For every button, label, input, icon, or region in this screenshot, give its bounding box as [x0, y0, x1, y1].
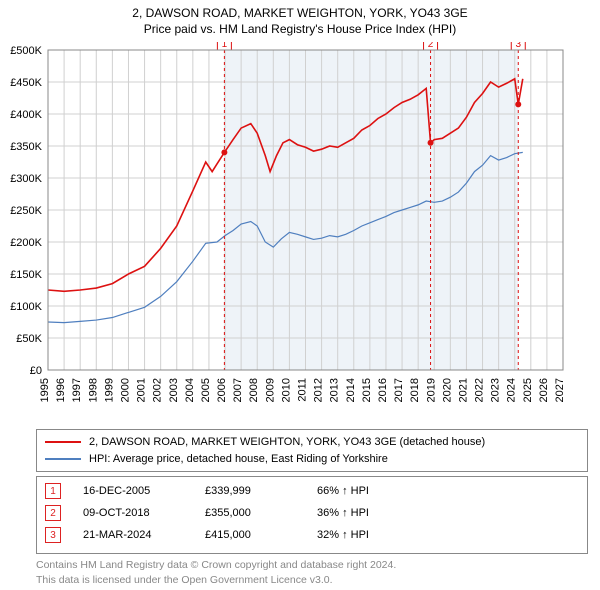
svg-text:£150K: £150K — [10, 269, 42, 281]
svg-text:2017: 2017 — [393, 378, 405, 402]
svg-text:2003: 2003 — [168, 378, 180, 402]
svg-text:2001: 2001 — [136, 378, 148, 402]
svg-text:3: 3 — [515, 42, 521, 50]
svg-text:2010: 2010 — [280, 378, 292, 402]
svg-text:2004: 2004 — [184, 378, 196, 402]
legend-label: 2, DAWSON ROAD, MARKET WEIGHTON, YORK, Y… — [89, 434, 485, 451]
svg-text:2027: 2027 — [554, 378, 566, 402]
event-date: 16-DEC-2005 — [83, 485, 183, 497]
legend-item: HPI: Average price, detached house, East… — [45, 451, 579, 468]
event-row: 3 21-MAR-2024 £415,000 32% ↑ HPI — [45, 527, 579, 543]
svg-text:2013: 2013 — [329, 378, 341, 402]
svg-text:2019: 2019 — [425, 378, 437, 402]
footer-line-2: This data is licensed under the Open Gov… — [36, 573, 588, 588]
event-pct: 32% ↑ HPI — [317, 529, 369, 541]
event-badge: 3 — [45, 527, 61, 543]
svg-text:2008: 2008 — [248, 378, 260, 402]
event-row: 1 16-DEC-2005 £339,999 66% ↑ HPI — [45, 483, 579, 499]
chart-svg: £0 £50K £100K £150K £200K £250K £300K £350K £400… — [0, 42, 583, 420]
svg-text:1997: 1997 — [71, 378, 83, 402]
svg-text:2: 2 — [428, 42, 434, 50]
title-line-1: 2, DAWSON ROAD, MARKET WEIGHTON, YORK, Y… — [0, 6, 600, 20]
svg-text:1996: 1996 — [55, 378, 67, 402]
svg-text:2006: 2006 — [216, 378, 228, 402]
svg-text:1995: 1995 — [39, 378, 51, 402]
svg-text:£0: £0 — [30, 365, 42, 377]
svg-text:2014: 2014 — [345, 378, 357, 402]
svg-text:2024: 2024 — [506, 378, 518, 402]
footer-attribution: Contains HM Land Registry data © Crown c… — [36, 558, 588, 587]
event-pct: 66% ↑ HPI — [317, 485, 369, 497]
svg-text:£400K: £400K — [10, 109, 42, 121]
event-price: £355,000 — [205, 507, 295, 519]
svg-text:1999: 1999 — [103, 378, 115, 402]
svg-text:£100K: £100K — [10, 301, 42, 313]
svg-text:2020: 2020 — [441, 378, 453, 402]
svg-text:£250K: £250K — [10, 205, 42, 217]
event-date: 21-MAR-2024 — [83, 529, 183, 541]
svg-text:£350K: £350K — [10, 141, 42, 153]
svg-text:2023: 2023 — [490, 378, 502, 402]
svg-text:2012: 2012 — [313, 378, 325, 402]
svg-text:2018: 2018 — [409, 378, 421, 402]
svg-text:2007: 2007 — [232, 378, 244, 402]
legend: 2, DAWSON ROAD, MARKET WEIGHTON, YORK, Y… — [36, 429, 588, 472]
svg-text:2005: 2005 — [200, 378, 212, 402]
event-price: £339,999 — [205, 485, 295, 497]
svg-text:£50K: £50K — [16, 333, 42, 345]
chart-area: £0 £50K £100K £150K £200K £250K £300K £350K £400… — [0, 42, 600, 423]
event-badge: 2 — [45, 505, 61, 521]
legend-swatch — [45, 441, 81, 443]
svg-text:£450K: £450K — [10, 77, 42, 89]
footer-line-1: Contains HM Land Registry data © Crown c… — [36, 558, 588, 573]
event-date: 09-OCT-2018 — [83, 507, 183, 519]
svg-text:£300K: £300K — [10, 173, 42, 185]
legend-label: HPI: Average price, detached house, East… — [89, 451, 388, 468]
svg-text:2002: 2002 — [152, 378, 164, 402]
title-line-2: Price paid vs. HM Land Registry's House … — [0, 22, 600, 36]
svg-text:£500K: £500K — [10, 45, 42, 57]
svg-text:2026: 2026 — [538, 378, 550, 402]
svg-text:2022: 2022 — [474, 378, 486, 402]
legend-swatch — [45, 458, 81, 460]
svg-text:1998: 1998 — [87, 378, 99, 402]
svg-text:2021: 2021 — [457, 378, 469, 402]
events-table: 1 16-DEC-2005 £339,999 66% ↑ HPI 2 09-OC… — [36, 476, 588, 554]
event-row: 2 09-OCT-2018 £355,000 36% ↑ HPI — [45, 505, 579, 521]
svg-text:2015: 2015 — [361, 378, 373, 402]
svg-text:1: 1 — [222, 42, 228, 50]
event-badge: 1 — [45, 483, 61, 499]
svg-text:2025: 2025 — [522, 378, 534, 402]
svg-text:2000: 2000 — [119, 378, 131, 402]
svg-text:2009: 2009 — [264, 378, 276, 402]
event-price: £415,000 — [205, 529, 295, 541]
svg-text:£200K: £200K — [10, 237, 42, 249]
event-pct: 36% ↑ HPI — [317, 507, 369, 519]
svg-text:2016: 2016 — [377, 378, 389, 402]
svg-text:2011: 2011 — [297, 378, 309, 402]
chart-title-block: 2, DAWSON ROAD, MARKET WEIGHTON, YORK, Y… — [0, 0, 600, 36]
legend-item: 2, DAWSON ROAD, MARKET WEIGHTON, YORK, Y… — [45, 434, 579, 451]
